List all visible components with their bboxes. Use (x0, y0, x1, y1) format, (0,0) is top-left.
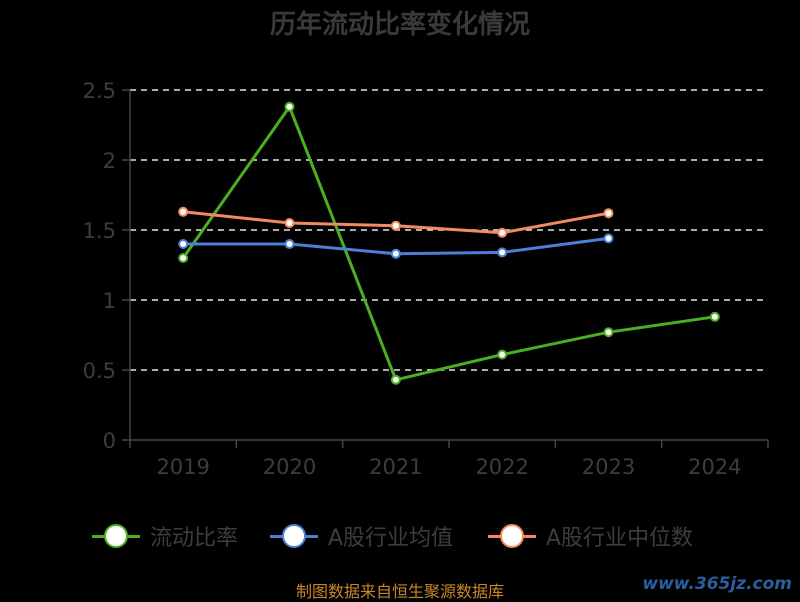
data-point (178, 206, 189, 217)
data-source-note: 制图数据来自恒生聚源数据库 (295, 582, 504, 601)
chart-title: 历年流动比率变化情况 (269, 10, 530, 40)
axis-layer: 0 0.5 1 1.5 2 2.5 2019 2020 2021 2022 2023 2024 (83, 79, 769, 479)
data-point (390, 248, 401, 259)
y-tick-label: 2.5 (83, 79, 116, 103)
data-point (178, 239, 189, 249)
data-point (603, 233, 614, 244)
chart-legend: 流动比率 A股行业均值 A股行业中位数 (0, 518, 800, 554)
legend-swatch-icon (92, 518, 140, 554)
legend-item[interactable]: A股行业中位数 (488, 518, 693, 554)
data-point (603, 208, 614, 219)
watermark: www.365jz.com (642, 574, 792, 594)
data-point (178, 253, 189, 263)
data-point (497, 349, 508, 360)
data-point (284, 101, 295, 112)
y-tick-label: 0.5 (83, 359, 116, 383)
data-point (497, 227, 508, 238)
data-point (709, 311, 720, 322)
x-tick-label: 2024 (688, 455, 741, 479)
legend-item[interactable]: 流动比率 (92, 518, 238, 554)
data-point (603, 327, 614, 338)
y-tick-label: 0 (103, 429, 116, 453)
y-tick-label: 2 (103, 149, 116, 173)
legend-swatch-icon (488, 518, 536, 554)
data-point (390, 374, 401, 385)
x-tick-label: 2023 (582, 455, 635, 479)
y-tick-label: 1 (103, 289, 116, 313)
legend-label: A股行业中位数 (546, 526, 694, 551)
data-point (284, 218, 295, 228)
legend-label: A股行业均值 (328, 526, 454, 551)
x-tick-label: 2021 (369, 455, 422, 479)
x-tick-label: 2022 (475, 455, 528, 479)
data-point (390, 220, 401, 231)
y-tick-label: 1.5 (83, 219, 116, 243)
series-line-1 (181, 105, 716, 382)
x-tick-label: 2019 (156, 455, 209, 479)
legend-label: 流动比率 (150, 526, 239, 551)
series-layer (178, 101, 720, 385)
data-point (284, 239, 295, 249)
legend-item[interactable]: A股行业均值 (270, 518, 453, 554)
x-tick-label: 2020 (263, 455, 316, 479)
data-point (497, 247, 508, 258)
legend-swatch-icon (270, 518, 318, 554)
